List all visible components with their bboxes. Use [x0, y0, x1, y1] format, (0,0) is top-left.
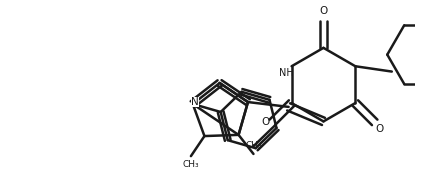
Text: O: O [261, 117, 270, 127]
Text: O: O [319, 6, 328, 16]
Text: CH₃: CH₃ [245, 141, 262, 150]
Text: O: O [375, 124, 384, 134]
Text: CH₃: CH₃ [183, 160, 199, 169]
Text: NH: NH [279, 68, 294, 78]
Text: N: N [191, 97, 199, 107]
